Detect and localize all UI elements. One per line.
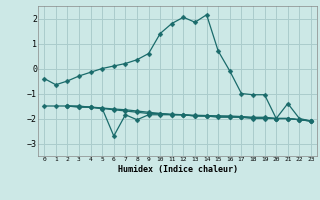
X-axis label: Humidex (Indice chaleur): Humidex (Indice chaleur) xyxy=(118,165,238,174)
